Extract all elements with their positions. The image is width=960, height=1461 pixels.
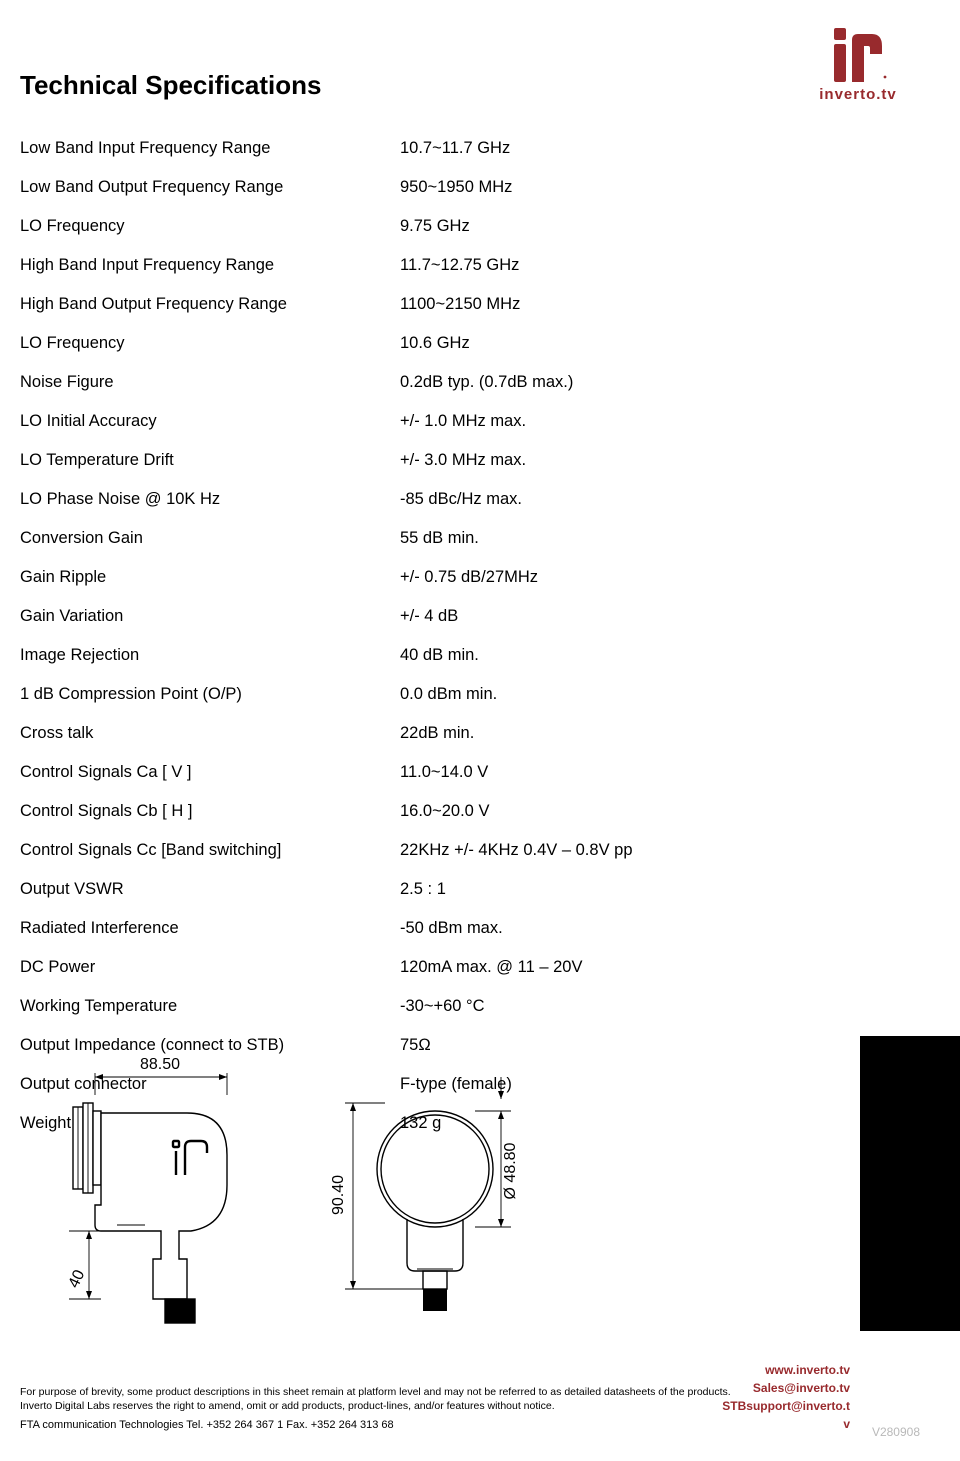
technical-drawings: 88.50 (45, 1055, 645, 1345)
spec-label: Control Signals Cc [Band switching] (20, 831, 400, 870)
spec-value: 55 dB min. (400, 519, 750, 558)
side-view (73, 1103, 227, 1323)
spec-row: Low Band Output Frequency Range950~1950 … (20, 168, 750, 207)
spec-value: 950~1950 MHz (400, 168, 750, 207)
spec-row: 1 dB Compression Point (O/P)0.0 dBm min. (20, 675, 750, 714)
spec-value: 120mA max. @ 11 – 20V (400, 948, 750, 987)
spec-value: -50 dBm max. (400, 909, 750, 948)
footer-note: For purpose of brevity, some product des… (20, 1385, 740, 1413)
spec-row: Control Signals Cc [Band switching]22KHz… (20, 831, 750, 870)
dim-side-height: 40 (65, 1267, 88, 1290)
spec-row: Image Rejection40 dB min. (20, 636, 750, 675)
spec-value: 22KHz +/- 4KHz 0.4V – 0.8V pp (400, 831, 750, 870)
spec-value: +/- 1.0 MHz max. (400, 402, 750, 441)
spec-label: Gain Variation (20, 597, 400, 636)
spec-label: Conversion Gain (20, 519, 400, 558)
spec-label: LO Phase Noise @ 10K Hz (20, 480, 400, 519)
spec-value: +/- 3.0 MHz max. (400, 441, 750, 480)
spec-label: Gain Ripple (20, 558, 400, 597)
spec-row: High Band Output Frequency Range1100~215… (20, 285, 750, 324)
spec-value: 11.7~12.75 GHz (400, 246, 750, 285)
spec-row: Gain Variation+/- 4 dB (20, 597, 750, 636)
link-support-tail: v (722, 1415, 850, 1433)
dim-front-diameter: Ø 48.80 (502, 1142, 519, 1199)
link-sales: Sales@inverto.tv (722, 1379, 850, 1397)
spec-table: Low Band Input Frequency Range10.7~11.7 … (20, 129, 750, 1143)
spec-label: Cross talk (20, 714, 400, 753)
spec-value: 16.0~20.0 V (400, 792, 750, 831)
spec-label: Output VSWR (20, 870, 400, 909)
spec-value: 0.0 dBm min. (400, 675, 750, 714)
spec-label: LO Frequency (20, 207, 400, 246)
spec-label: Control Signals Cb [ H ] (20, 792, 400, 831)
spec-row: Gain Ripple+/- 0.75 dB/27MHz (20, 558, 750, 597)
spec-row: LO Frequency10.6 GHz (20, 324, 750, 363)
spec-value: 0.2dB typ. (0.7dB max.) (400, 363, 750, 402)
spec-label: Radiated Interference (20, 909, 400, 948)
spec-value: +/- 0.75 dB/27MHz (400, 558, 750, 597)
spec-row: LO Phase Noise @ 10K Hz-85 dBc/Hz max. (20, 480, 750, 519)
spec-value: +/- 4 dB (400, 597, 750, 636)
spec-row: DC Power120mA max. @ 11 – 20V (20, 948, 750, 987)
spec-label: LO Frequency (20, 324, 400, 363)
spec-row: LO Temperature Drift+/- 3.0 MHz max. (20, 441, 750, 480)
spec-value: 2.5 : 1 (400, 870, 750, 909)
spec-row: LO Initial Accuracy+/- 1.0 MHz max. (20, 402, 750, 441)
spec-row: Working Temperature-30~+60 °C (20, 987, 750, 1026)
brand-name: inverto.tv (808, 86, 908, 103)
spec-value: 9.75 GHz (400, 207, 750, 246)
footer-links: www.inverto.tv Sales@inverto.tv STBsuppo… (722, 1361, 850, 1433)
inverto-logo-icon (826, 28, 890, 82)
spec-value: -85 dBc/Hz max. (400, 480, 750, 519)
spec-label: Low Band Output Frequency Range (20, 168, 400, 207)
link-web: www.inverto.tv (722, 1361, 850, 1379)
spec-value: 40 dB min. (400, 636, 750, 675)
spec-label: Low Band Input Frequency Range (20, 129, 400, 168)
black-side-block (860, 1036, 960, 1331)
spec-value: 11.0~14.0 V (400, 753, 750, 792)
spec-label: Noise Figure (20, 363, 400, 402)
dim-width: 88.50 (140, 1056, 180, 1073)
spec-row: Control Signals Cb [ H ]16.0~20.0 V (20, 792, 750, 831)
link-support: STBsupport@inverto.t (722, 1397, 850, 1415)
spec-value: 10.7~11.7 GHz (400, 129, 750, 168)
spec-value: 1100~2150 MHz (400, 285, 750, 324)
spec-label: Working Temperature (20, 987, 400, 1026)
brand-logo: inverto.tv (808, 28, 908, 103)
page: inverto.tv Technical Specifications Low … (0, 0, 960, 1461)
spec-row: Radiated Interference-50 dBm max. (20, 909, 750, 948)
spec-value: -30~+60 °C (400, 987, 750, 1026)
spec-row: Conversion Gain55 dB min. (20, 519, 750, 558)
spec-label: 1 dB Compression Point (O/P) (20, 675, 400, 714)
spec-row: Control Signals Ca [ V ]11.0~14.0 V (20, 753, 750, 792)
spec-label: High Band Input Frequency Range (20, 246, 400, 285)
front-view: 90.40 Ø 48.80 (330, 1077, 519, 1311)
page-title: Technical Specifications (20, 70, 920, 101)
spec-label: DC Power (20, 948, 400, 987)
spec-label: LO Temperature Drift (20, 441, 400, 480)
spec-row: Cross talk22dB min. (20, 714, 750, 753)
spec-label: LO Initial Accuracy (20, 402, 400, 441)
spec-label: Image Rejection (20, 636, 400, 675)
spec-label: Control Signals Ca [ V ] (20, 753, 400, 792)
spec-value: 10.6 GHz (400, 324, 750, 363)
spec-row: Noise Figure0.2dB typ. (0.7dB max.) (20, 363, 750, 402)
version-code: V280908 (872, 1425, 920, 1439)
spec-label: High Band Output Frequency Range (20, 285, 400, 324)
spec-row: Low Band Input Frequency Range10.7~11.7 … (20, 129, 750, 168)
spec-row: High Band Input Frequency Range11.7~12.7… (20, 246, 750, 285)
spec-row: Output VSWR2.5 : 1 (20, 870, 750, 909)
spec-row: LO Frequency9.75 GHz (20, 207, 750, 246)
dim-front-height: 90.40 (330, 1175, 347, 1215)
spec-value: 22dB min. (400, 714, 750, 753)
